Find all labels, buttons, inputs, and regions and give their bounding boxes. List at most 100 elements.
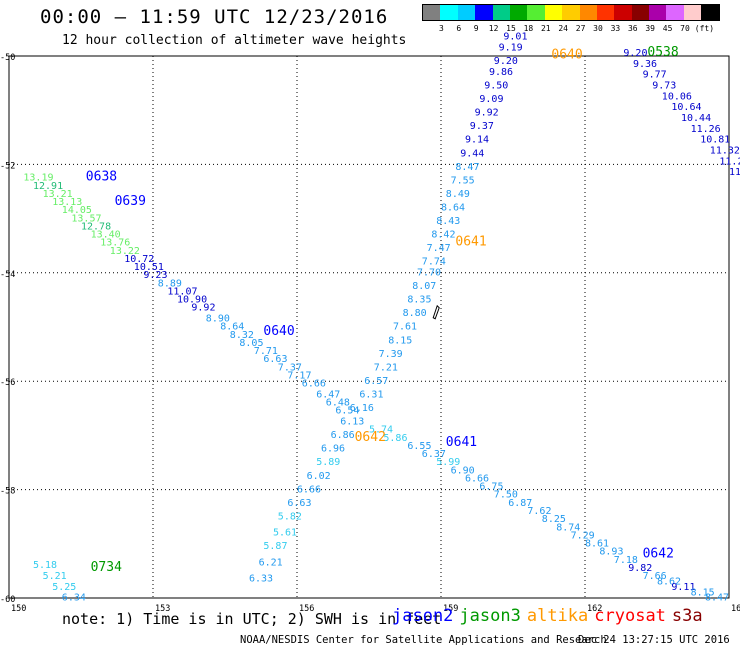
swh-data-label: 6.37 [422,449,446,460]
legend-tick-labels: 3 6 9 12 15 18 21 24 27 30 33 36 39 45 70 (ft) [422,21,720,35]
swh-data-label: 8.15 [388,335,412,346]
swh-data-label: 5.99 [436,457,460,468]
swh-data-label: 11.2 [719,156,740,167]
legend-tick-label: 15 [506,24,516,33]
swh-data-label: 7.61 [393,322,417,333]
time-label: 0640 [263,324,294,339]
swh-data-label: 9.20 [623,48,647,59]
swh-data-label: 7.62 [527,506,551,517]
swh-data-label: 8.35 [407,295,431,306]
swh-data-label: 11 [729,167,740,178]
swh-data-label: 11.32 [710,146,740,157]
swh-data-label: 7.39 [379,349,403,360]
swh-data-label: 9.86 [489,67,513,78]
swh-data-label: 10.64 [671,102,701,113]
swh-data-label: 8.32 [230,330,254,341]
swh-data-label: 6.75 [479,482,503,493]
swh-data-label: 5.18 [33,560,57,571]
legend-tick-label: 30 [593,24,603,33]
chart-subtitle: 12 hour collection of altimeter wave hei… [62,33,407,48]
satellite-label: jason2 [392,606,454,626]
swh-data-label: 5.86 [383,433,407,444]
x-tick-label: 162 [587,604,602,614]
swh-data-label: 7.21 [374,362,398,373]
swh-data-label: 6.31 [359,389,383,400]
swh-data-label: 9.11 [671,582,695,593]
legend-tick-label: 45 [662,24,673,33]
swh-data-label: 11.07 [167,286,197,297]
legend-tick-label: 33 [610,24,621,33]
y-tick-label: -52 [0,161,15,171]
chart-title: 00:00 – 11:59 UTC 12/23/2016 [40,6,389,28]
legend-tick-label: 21 [540,24,551,33]
time-label: 0642 [643,546,674,561]
legend-swatch [527,5,545,20]
swh-data-label: 13.13 [52,197,82,208]
wind-arrow-mark [432,304,440,320]
swh-data-label: 6.66 [465,473,489,484]
legend-swatch [475,5,493,20]
satellite-label: s3a [671,606,703,626]
legend-swatch [631,5,650,20]
footer-note: note: 1) Time is in UTC; 2) SWH is in fe… [62,610,442,628]
swh-data-label: 5.25 [52,582,76,593]
swh-data-label: 5.61 [273,528,297,539]
swh-data-label: 5.82 [278,511,302,522]
swh-data-label: 9.23 [143,270,167,281]
swh-data-label: 10.51 [134,262,164,273]
swh-data-label: 8.47 [705,593,729,604]
generated-timestamp: Dec 24 13:27:15 UTC 2016 [578,634,730,646]
legend-swatch [701,5,719,20]
y-tick-label: -58 [0,487,15,497]
legend-swatch [492,5,510,20]
legend-tick-label: 3 [438,24,444,33]
swh-data-label: 13.76 [100,238,130,249]
legend-tick-label: 36 [627,24,638,33]
swh-data-label: 14.05 [62,205,92,216]
time-label: 0734 [91,560,122,575]
swh-data-label: 12.78 [81,221,111,232]
swh-data-label: 7.17 [287,370,311,381]
swh-data-label: 7.29 [571,530,595,541]
swh-data-label: 10.81 [700,135,730,146]
swh-data-label: 5.74 [369,425,393,436]
swh-data-label: 13.40 [91,230,121,241]
swh-data-label: 9.09 [479,94,503,105]
swh-data-label: 6.66 [302,379,326,390]
swh-data-label: 8.49 [446,189,470,200]
swh-data-label: 8.07 [412,281,436,292]
time-label: 0640 [551,48,582,63]
legend-swatch [649,5,667,20]
swh-data-label: 10.06 [662,91,692,102]
time-label: 0538 [647,45,678,60]
plot-frame [8,55,730,599]
swh-data-label: 6.63 [263,354,287,365]
legend-swatch [614,5,632,20]
swh-data-label: 8.64 [220,322,244,333]
swh-data-label: 12.91 [33,181,63,192]
legend-swatch [596,5,615,20]
swh-data-label: 7.74 [422,257,446,268]
legend-color-bar [422,4,720,21]
swh-data-label: 9.37 [470,121,494,132]
x-tick-label: 150 [11,604,26,614]
time-label: 0641 [455,235,486,250]
swh-data-label: 6.16 [350,403,374,414]
swh-data-label: 7.50 [494,490,518,501]
swh-data-label: 6.87 [508,498,532,509]
credit-line: NOAA/NESDIS Center for Satellite Applica… [240,634,607,646]
satellite-label: cryosat [594,606,666,626]
legend-swatch [423,5,441,20]
swh-data-label: 6.54 [335,406,359,417]
swh-data-label: 6.02 [307,471,331,482]
swh-data-label: 6.33 [249,574,273,585]
swh-data-label: 9.44 [460,148,484,159]
satellite-label: jason3 [459,606,521,626]
swh-data-label: 5.87 [263,541,287,552]
swh-data-label: 8.80 [403,308,427,319]
swh-data-label: 8.15 [691,587,715,598]
legend-swatch [562,5,580,20]
swh-data-label: 5.89 [316,457,340,468]
swh-data-label: 9.20 [494,56,518,67]
